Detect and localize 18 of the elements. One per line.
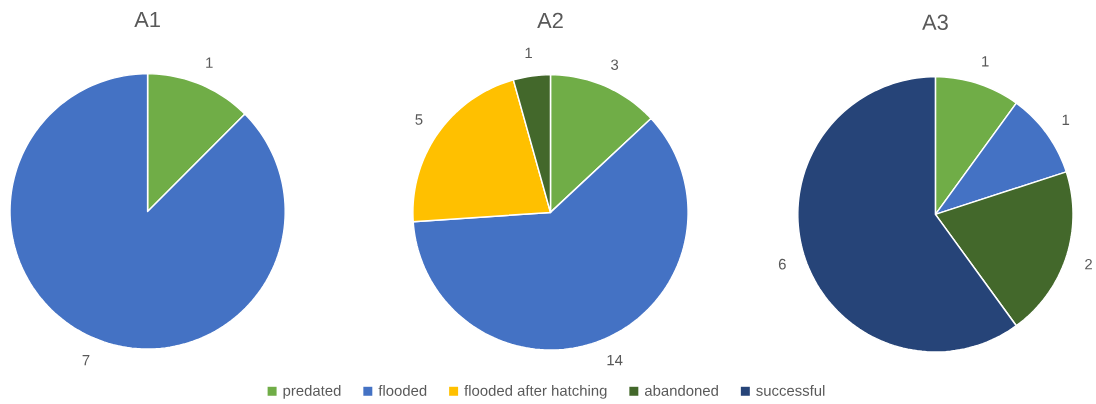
legend-label: flooded	[378, 385, 427, 396]
data-label: 7	[82, 355, 90, 366]
data-label: 1	[525, 47, 532, 59]
legend-label: successful	[756, 385, 825, 396]
chart-title: A1	[134, 12, 160, 28]
data-label: 1	[206, 57, 213, 68]
legend-label: predated	[283, 385, 341, 399]
data-label: 14	[607, 355, 623, 366]
legend-label: flooded after hatching	[464, 385, 607, 399]
data-label: 2	[1085, 259, 1092, 270]
data-label: 3	[611, 59, 619, 71]
data-label: 5	[415, 114, 423, 125]
chart-title: A3	[922, 14, 948, 31]
data-label: 6	[778, 258, 786, 270]
legend-label: abandoned	[644, 385, 718, 396]
data-label: 1	[1062, 114, 1070, 125]
chart-title: A2	[537, 12, 563, 29]
data-label: 1	[982, 56, 989, 67]
